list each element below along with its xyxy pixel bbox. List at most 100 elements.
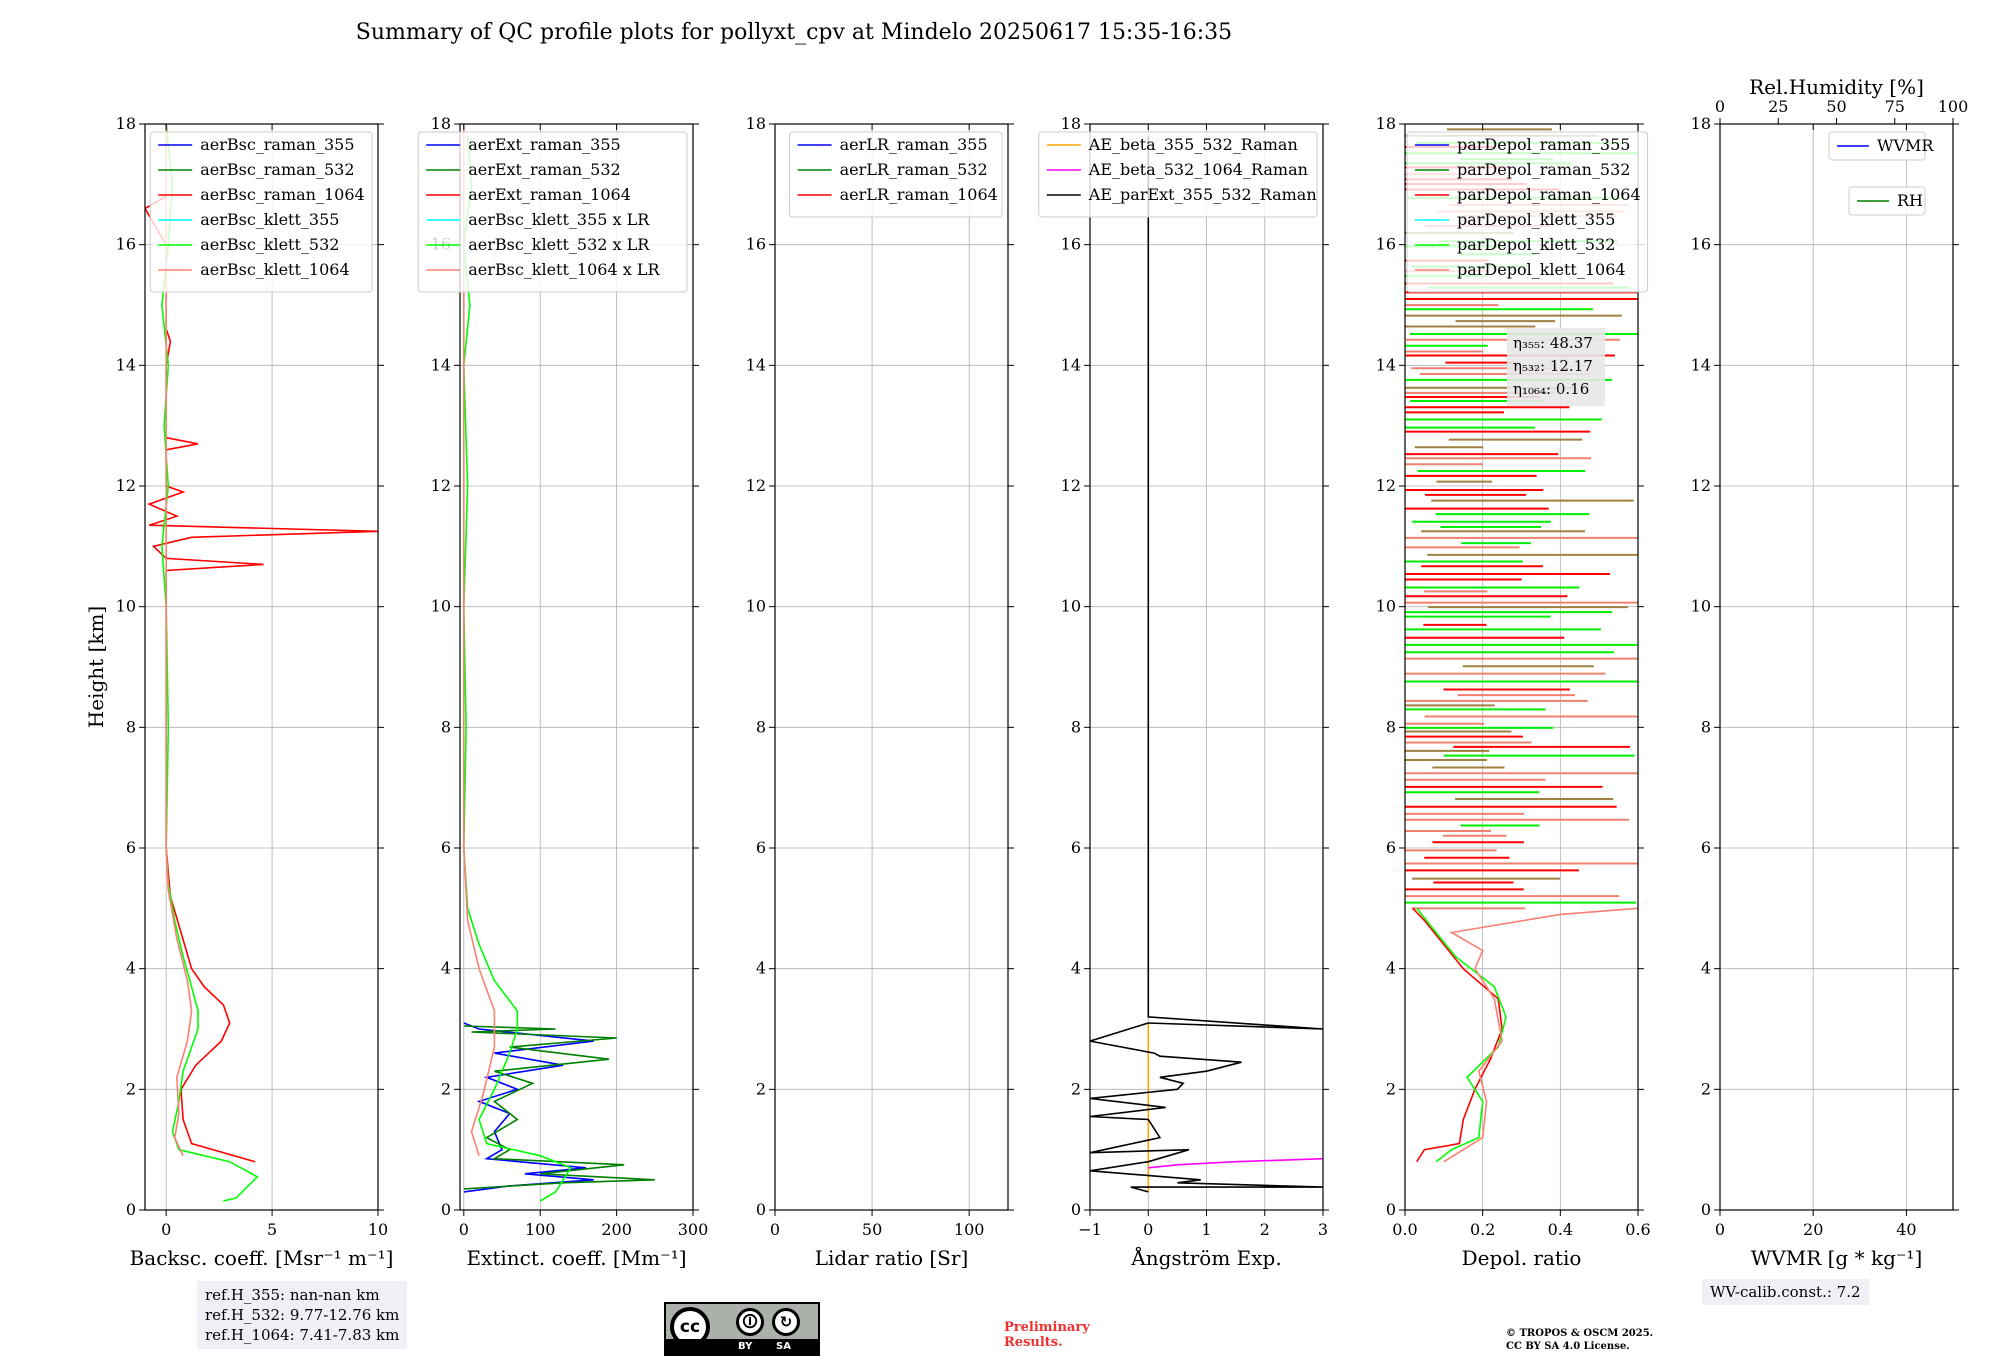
copyright-line-1: © TROPOS & OSCM 2025. <box>1506 1328 1654 1339</box>
y-axis-label: Height [km] <box>84 606 108 728</box>
legend-entry-label: aerExt_raman_532 <box>468 160 621 179</box>
reference-height-box: ref.H_355: nan-nan km ref.H_532: 9.77-12… <box>197 1281 408 1349</box>
series-line-parDepol_klett_1064 <box>1443 907 1638 1163</box>
series-line-aerExt_raman_355 <box>463 1022 594 1193</box>
y-tick-label: 10 <box>1061 597 1081 616</box>
y-tick-label: 16 <box>1376 235 1396 254</box>
y-tick-label: 16 <box>746 235 766 254</box>
person-icon: 🛈 <box>736 1308 764 1336</box>
x-tick-label: 0 <box>1715 1220 1725 1239</box>
subplot-6: 0 20 40 0 2 4 6 8 10 12 14 16 18 WVMR [g * kg⁻¹] 0 25 50… <box>1691 75 1969 1270</box>
x-tick-label: 1 <box>1201 1220 1211 1239</box>
x-axis-label: Depol. ratio <box>1462 1246 1582 1270</box>
legend-box <box>789 131 1003 218</box>
y-tick-label: 12 <box>116 476 136 495</box>
y-tick-label: 4 <box>1071 959 1081 978</box>
x-axis-label: Lidar ratio [Sr] <box>815 1246 969 1270</box>
y-tick-label: 12 <box>431 476 451 495</box>
copyright-note: © TROPOS & OSCM 2025. CC BY SA 4.0 Licen… <box>1506 1327 1653 1353</box>
x-tick-label: 0.6 <box>1625 1220 1650 1239</box>
y-tick-label: 0 <box>126 1200 136 1219</box>
x-axis-label: WVMR [g * kg⁻¹] <box>1751 1246 1923 1270</box>
top-x-tick-label: 75 <box>1885 97 1905 116</box>
series-line-aerBsc_klett_1064 x LR <box>463 124 496 1156</box>
y-tick-label: 6 <box>441 838 451 857</box>
y-tick-label: 6 <box>1701 838 1711 857</box>
x-tick-label: 2 <box>1260 1220 1270 1239</box>
y-tick-label: 10 <box>116 597 136 616</box>
legend-entry-label: aerBsc_raman_1064 <box>200 185 365 204</box>
copyright-line-2: CC BY SA 4.0 License. <box>1506 1341 1630 1352</box>
y-tick-label: 14 <box>1061 355 1081 374</box>
top-x-tick-label: 50 <box>1826 97 1846 116</box>
x-tick-label: 3 <box>1318 1220 1328 1239</box>
legend-entry-label: aerBsc_klett_1064 x LR <box>468 260 660 279</box>
subplot-1: 0 5 10 0 2 4 6 8 10 12 14 16 18 Backsc. coeff. [Msr⁻¹… <box>116 114 394 1270</box>
legend-entry-label: RH <box>1897 191 1923 210</box>
y-tick-label: 8 <box>126 717 136 736</box>
legend-entry-label: parDepol_klett_1064 <box>1457 260 1626 279</box>
series-line-AE_beta_532_1064_Raman <box>1148 1157 1323 1169</box>
x-tick-label: 40 <box>1896 1220 1916 1239</box>
x-tick-label: 0 <box>161 1220 171 1239</box>
cc-sa-label: SA <box>776 1341 791 1352</box>
y-tick-label: 4 <box>1701 959 1711 978</box>
y-tick-label: 16 <box>116 235 136 254</box>
annotation-text: η₃₅₅: 48.37 <box>1513 334 1593 352</box>
legend-entry-label: parDepol_raman_355 <box>1457 135 1630 154</box>
y-tick-label: 14 <box>116 355 136 374</box>
legend-entry-label: parDepol_raman_532 <box>1457 160 1630 179</box>
y-tick-label: 12 <box>1691 476 1711 495</box>
y-tick-label: 4 <box>441 959 451 978</box>
series-line-parDepol_klett_532 <box>1416 907 1507 1163</box>
y-tick-label: 14 <box>746 355 766 374</box>
subplot-5: 0.0 0.2 0.4 0.6 0 2 4 6 8 10 12 14 16 18 Depol. ratio p… <box>1376 114 1651 1270</box>
y-tick-label: 2 <box>1701 1079 1711 1098</box>
x-tick-label: 0 <box>770 1220 780 1239</box>
y-tick-label: 2 <box>1071 1079 1081 1098</box>
x-axis-label: Ångström Exp. <box>1130 1245 1281 1270</box>
x-tick-label: 0.4 <box>1548 1220 1573 1239</box>
x-tick-label: 50 <box>862 1220 882 1239</box>
top-x-tick-label: 0 <box>1715 97 1725 116</box>
y-tick-label: 12 <box>1061 476 1081 495</box>
y-tick-label: 8 <box>441 717 451 736</box>
x-tick-label: 0.0 <box>1392 1220 1417 1239</box>
wv-calibration-box: WV-calib.const.: 7.2 <box>1702 1279 1869 1305</box>
top-x-tick-label: 25 <box>1768 97 1788 116</box>
legend-box <box>1828 131 1926 161</box>
y-tick-label: 2 <box>756 1079 766 1098</box>
y-tick-label: 6 <box>756 838 766 857</box>
y-tick-label: 18 <box>746 114 766 133</box>
legend-entry-label: aerBsc_klett_355 x LR <box>468 210 650 229</box>
y-tick-label: 18 <box>1061 114 1081 133</box>
y-tick-label: 8 <box>756 717 766 736</box>
x-tick-label: 5 <box>267 1220 277 1239</box>
legend-entry-label: aerBsc_raman_355 <box>200 135 354 154</box>
preliminary-line-2: Results. <box>1004 1335 1063 1350</box>
y-tick-label: 4 <box>126 959 136 978</box>
legend-box <box>1038 131 1318 218</box>
x-tick-label: 100 <box>954 1220 985 1239</box>
axes-frame <box>774 123 1009 1211</box>
ref-height-1064: ref.H_1064: 7.41-7.83 km <box>205 1326 400 1344</box>
y-tick-label: 6 <box>1386 838 1396 857</box>
cc-by-label: BY <box>738 1341 753 1352</box>
legend-box <box>1406 131 1649 293</box>
legend-entry-label: parDepol_raman_1064 <box>1457 185 1641 204</box>
subplot-2: 0100200300024681012141618Extinct. coeff.… <box>417 114 708 1270</box>
y-tick-label: 0 <box>1071 1200 1081 1219</box>
series-line-AE_parExt_355_532_Raman <box>1090 136 1323 1193</box>
legend-entry-label: AE_beta_532_1064_Raman <box>1088 160 1308 179</box>
y-tick-label: 16 <box>1691 235 1711 254</box>
y-tick-label: 18 <box>1376 114 1396 133</box>
axes-frame <box>459 123 694 1211</box>
x-tick-label: 0 <box>459 1220 469 1239</box>
legend-entry-label: aerLR_raman_355 <box>840 135 988 154</box>
legend-entry-label: aerBsc_klett_1064 <box>200 260 349 279</box>
x-axis-label: Extinct. coeff. [Mm⁻¹] <box>466 1246 686 1270</box>
legend-entry-label: aerBsc_klett_532 x LR <box>468 235 650 254</box>
legend-entry-label: aerLR_raman_532 <box>840 160 988 179</box>
share-alike-icon: ↻ <box>772 1308 800 1336</box>
